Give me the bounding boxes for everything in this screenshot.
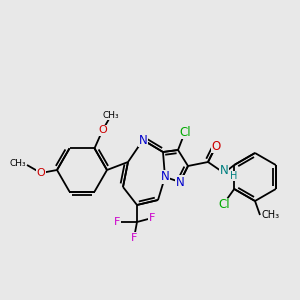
Text: CH₃: CH₃: [262, 210, 280, 220]
Text: N: N: [220, 164, 228, 176]
Text: O: O: [37, 168, 45, 178]
Text: CH₃: CH₃: [9, 160, 26, 169]
Text: Cl: Cl: [218, 199, 230, 212]
Text: CH₃: CH₃: [102, 111, 119, 120]
Text: F: F: [114, 217, 120, 227]
Text: H: H: [230, 171, 237, 181]
Text: F: F: [131, 233, 137, 243]
Text: F: F: [149, 213, 155, 223]
Text: Cl: Cl: [179, 125, 191, 139]
Text: N: N: [176, 176, 184, 188]
Text: O: O: [98, 125, 107, 135]
Text: N: N: [160, 170, 169, 184]
Text: O: O: [212, 140, 220, 152]
Text: N: N: [139, 134, 147, 146]
